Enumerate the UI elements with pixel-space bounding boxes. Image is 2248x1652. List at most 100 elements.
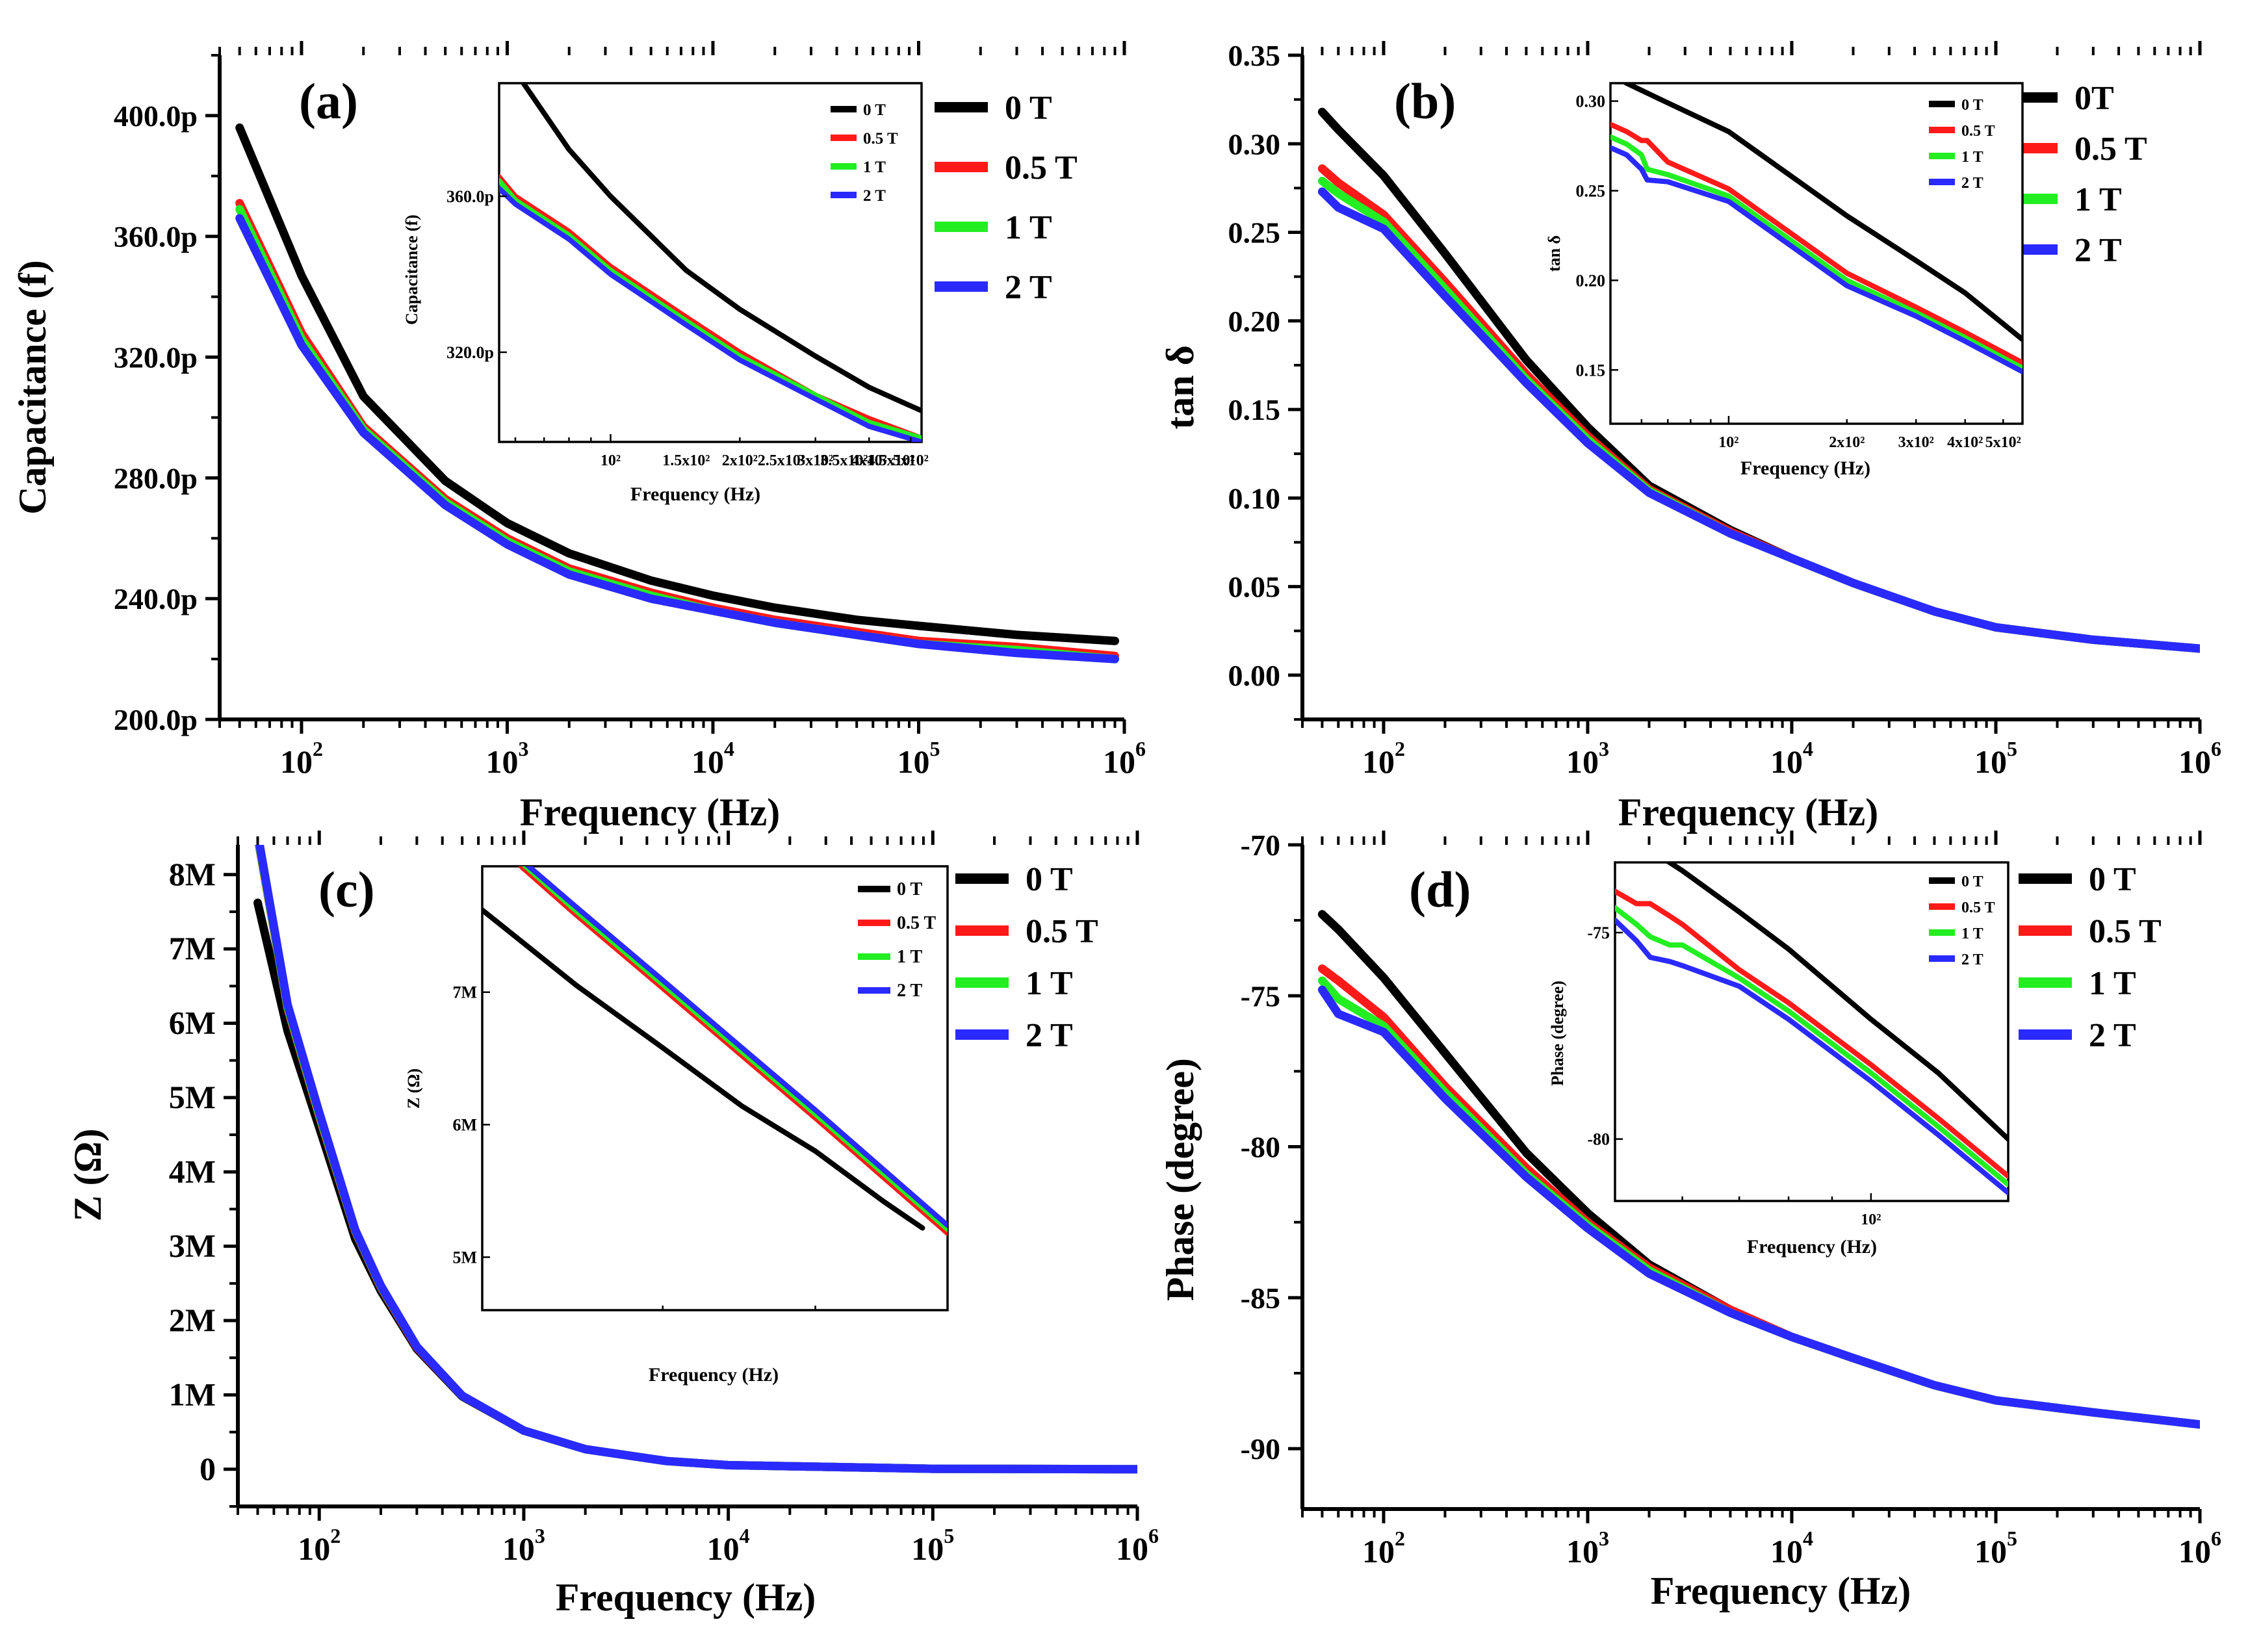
inset-y-tick-label: 5M	[452, 1248, 477, 1267]
panel-c: 102 103 104 105 10601M2M3M4M5M6M7M8MFrequenc…	[66, 831, 1159, 1619]
x-axis-label: Frequency (Hz)	[1651, 1569, 1911, 1612]
x-tick-exp: 3	[1599, 737, 1609, 760]
inset-legend-label: 1 T	[1961, 925, 1983, 942]
series-line-2T	[1317, 985, 2200, 1429]
panel-label: (d)	[1409, 861, 1471, 918]
x-tick-exp: 2	[330, 1524, 341, 1547]
x-tick-exp: 4	[724, 737, 734, 760]
y-tick-label: 1M	[169, 1376, 216, 1412]
inset-series-line-1T	[1610, 134, 2022, 371]
x-tick-exp: 4	[1803, 1527, 1813, 1550]
y-axis-label: Phase (degree)	[1159, 1058, 1202, 1301]
inset-legend-label: 2 T	[897, 981, 922, 1001]
inset-series-group	[1610, 83, 2022, 374]
series-line-2T	[255, 845, 1137, 1474]
y-tick-label: 280.0p	[114, 461, 198, 495]
x-tick-label: 106	[1103, 737, 1146, 780]
inset-series-line-0T	[1664, 862, 2008, 1142]
x-tick-label: 105	[911, 1524, 954, 1567]
legend-label: 2 T	[2074, 232, 2122, 269]
x-tick-exp: 6	[1148, 1524, 1159, 1547]
inset-x-tick-label: 10²	[1718, 434, 1738, 451]
y-tick-label: 0.20	[1228, 305, 1281, 338]
y-tick-label: 8M	[169, 856, 216, 892]
y-tick-label: 0.35	[1228, 39, 1281, 72]
inset-y-tick-label: 320.0p	[446, 343, 494, 362]
inset-x-tick-label: 2.5x10²	[758, 452, 805, 469]
x-tick-label: 102	[280, 737, 323, 780]
y-tick-label: 0	[200, 1451, 216, 1487]
x-tick-label: 105	[1974, 737, 2017, 780]
y-tick-label: 320.0p	[114, 341, 198, 374]
inset-legend-label: 0 T	[863, 101, 886, 119]
x-tick-base: 10	[1770, 743, 1803, 780]
inset-y-tick-label: 0.30	[1576, 92, 1606, 111]
inset-legend-label: 0.5 T	[1961, 899, 1995, 916]
legend-label: 2 T	[1026, 1017, 1073, 1054]
x-tick-exp: 5	[944, 1524, 954, 1547]
inset-x-axis-label: Frequency (Hz)	[1740, 458, 1870, 479]
legend-label: 1 T	[1026, 965, 1073, 1002]
inset-x-tick-label: 10²	[601, 452, 621, 469]
x-tick-base: 10	[1770, 1533, 1803, 1569]
y-tick-label: -85	[1241, 1282, 1280, 1315]
inset-series-group	[482, 866, 948, 1236]
x-axis-label: Frequency (Hz)	[520, 791, 780, 834]
legend-label: 0.5 T	[2089, 913, 2162, 950]
inset-series-line-2T	[524, 866, 948, 1228]
series-line-0T	[235, 123, 1119, 645]
inset-series-line-2T	[1610, 145, 2022, 374]
inset-legend-label: 0.5 T	[1961, 123, 1995, 140]
x-tick-base: 10	[691, 743, 724, 780]
x-tick-base: 10	[897, 743, 929, 780]
inset-series-line-0.5T	[1610, 122, 2022, 366]
x-tick-exp: 5	[2007, 1527, 2017, 1550]
inset-y-tick-label: -75	[1587, 923, 1610, 942]
series-group	[1317, 107, 2200, 653]
inset-legend-label: 0.5 T	[863, 130, 898, 148]
inset-series-group	[1615, 862, 2008, 1196]
x-tick-label: 103	[502, 1524, 545, 1567]
x-tick-base: 10	[1362, 1533, 1395, 1569]
legend-label: 2 T	[1005, 269, 1052, 306]
inset-x-tick-label: 2x10²	[1829, 434, 1865, 451]
y-tick-label: 240.0p	[114, 582, 198, 615]
series-line-2T	[1317, 187, 2200, 653]
inset-x-tick-label: 1.5x10²	[662, 452, 710, 469]
x-tick-exp: 3	[1599, 1527, 1609, 1550]
y-tick-label: 0.25	[1228, 216, 1281, 250]
x-tick-exp: 2	[1395, 1527, 1405, 1550]
legend-label: 1 T	[2089, 965, 2136, 1002]
inset-series-line-2T	[1615, 918, 2008, 1196]
x-tick-base: 10	[502, 1530, 535, 1567]
x-tick-exp: 2	[313, 737, 323, 760]
inset-legend-label: 2 T	[1961, 951, 1983, 968]
inset-y-tick-label: -80	[1587, 1130, 1610, 1149]
x-tick-base: 10	[707, 1530, 740, 1567]
x-tick-exp: 6	[2211, 737, 2221, 760]
x-tick-label: 106	[2178, 1527, 2221, 1569]
inset-legend-label: 0 T	[897, 879, 922, 899]
x-tick-base: 10	[911, 1530, 944, 1567]
inset-y-tick-label: 360.0p	[446, 187, 494, 206]
inset-y-tick-label: 7M	[452, 983, 477, 1002]
y-tick-label: 5M	[169, 1079, 216, 1115]
y-tick-label: 0.05	[1228, 571, 1281, 604]
inset-y-axis-label: Z (Ω)	[404, 1068, 423, 1109]
x-tick-base: 10	[1103, 743, 1135, 780]
x-tick-label: 102	[1362, 1527, 1405, 1569]
series-line-2T	[235, 214, 1119, 664]
x-tick-base: 10	[1116, 1530, 1148, 1567]
inset-y-axis-label: Capacitance (f)	[402, 214, 421, 325]
inset-y-tick-label: 0.15	[1576, 361, 1606, 380]
inset-x-tick-label: 2x10²	[722, 452, 758, 469]
inset-y-axis-label: Phase (degree)	[1548, 981, 1567, 1086]
x-tick-label: 104	[1770, 1527, 1813, 1569]
inset-x-tick-label: 3x10²	[797, 452, 833, 469]
panel-b: 102 103 104 105 1060.000.050.100.150.200.250…	[1159, 39, 2221, 834]
x-tick-exp: 5	[929, 737, 940, 760]
inset-series-group	[499, 83, 922, 442]
inset-x-axis-label: Frequency (Hz)	[649, 1364, 779, 1386]
inset-series-line-2T	[499, 186, 922, 442]
legend-label: 1 T	[2074, 181, 2122, 218]
